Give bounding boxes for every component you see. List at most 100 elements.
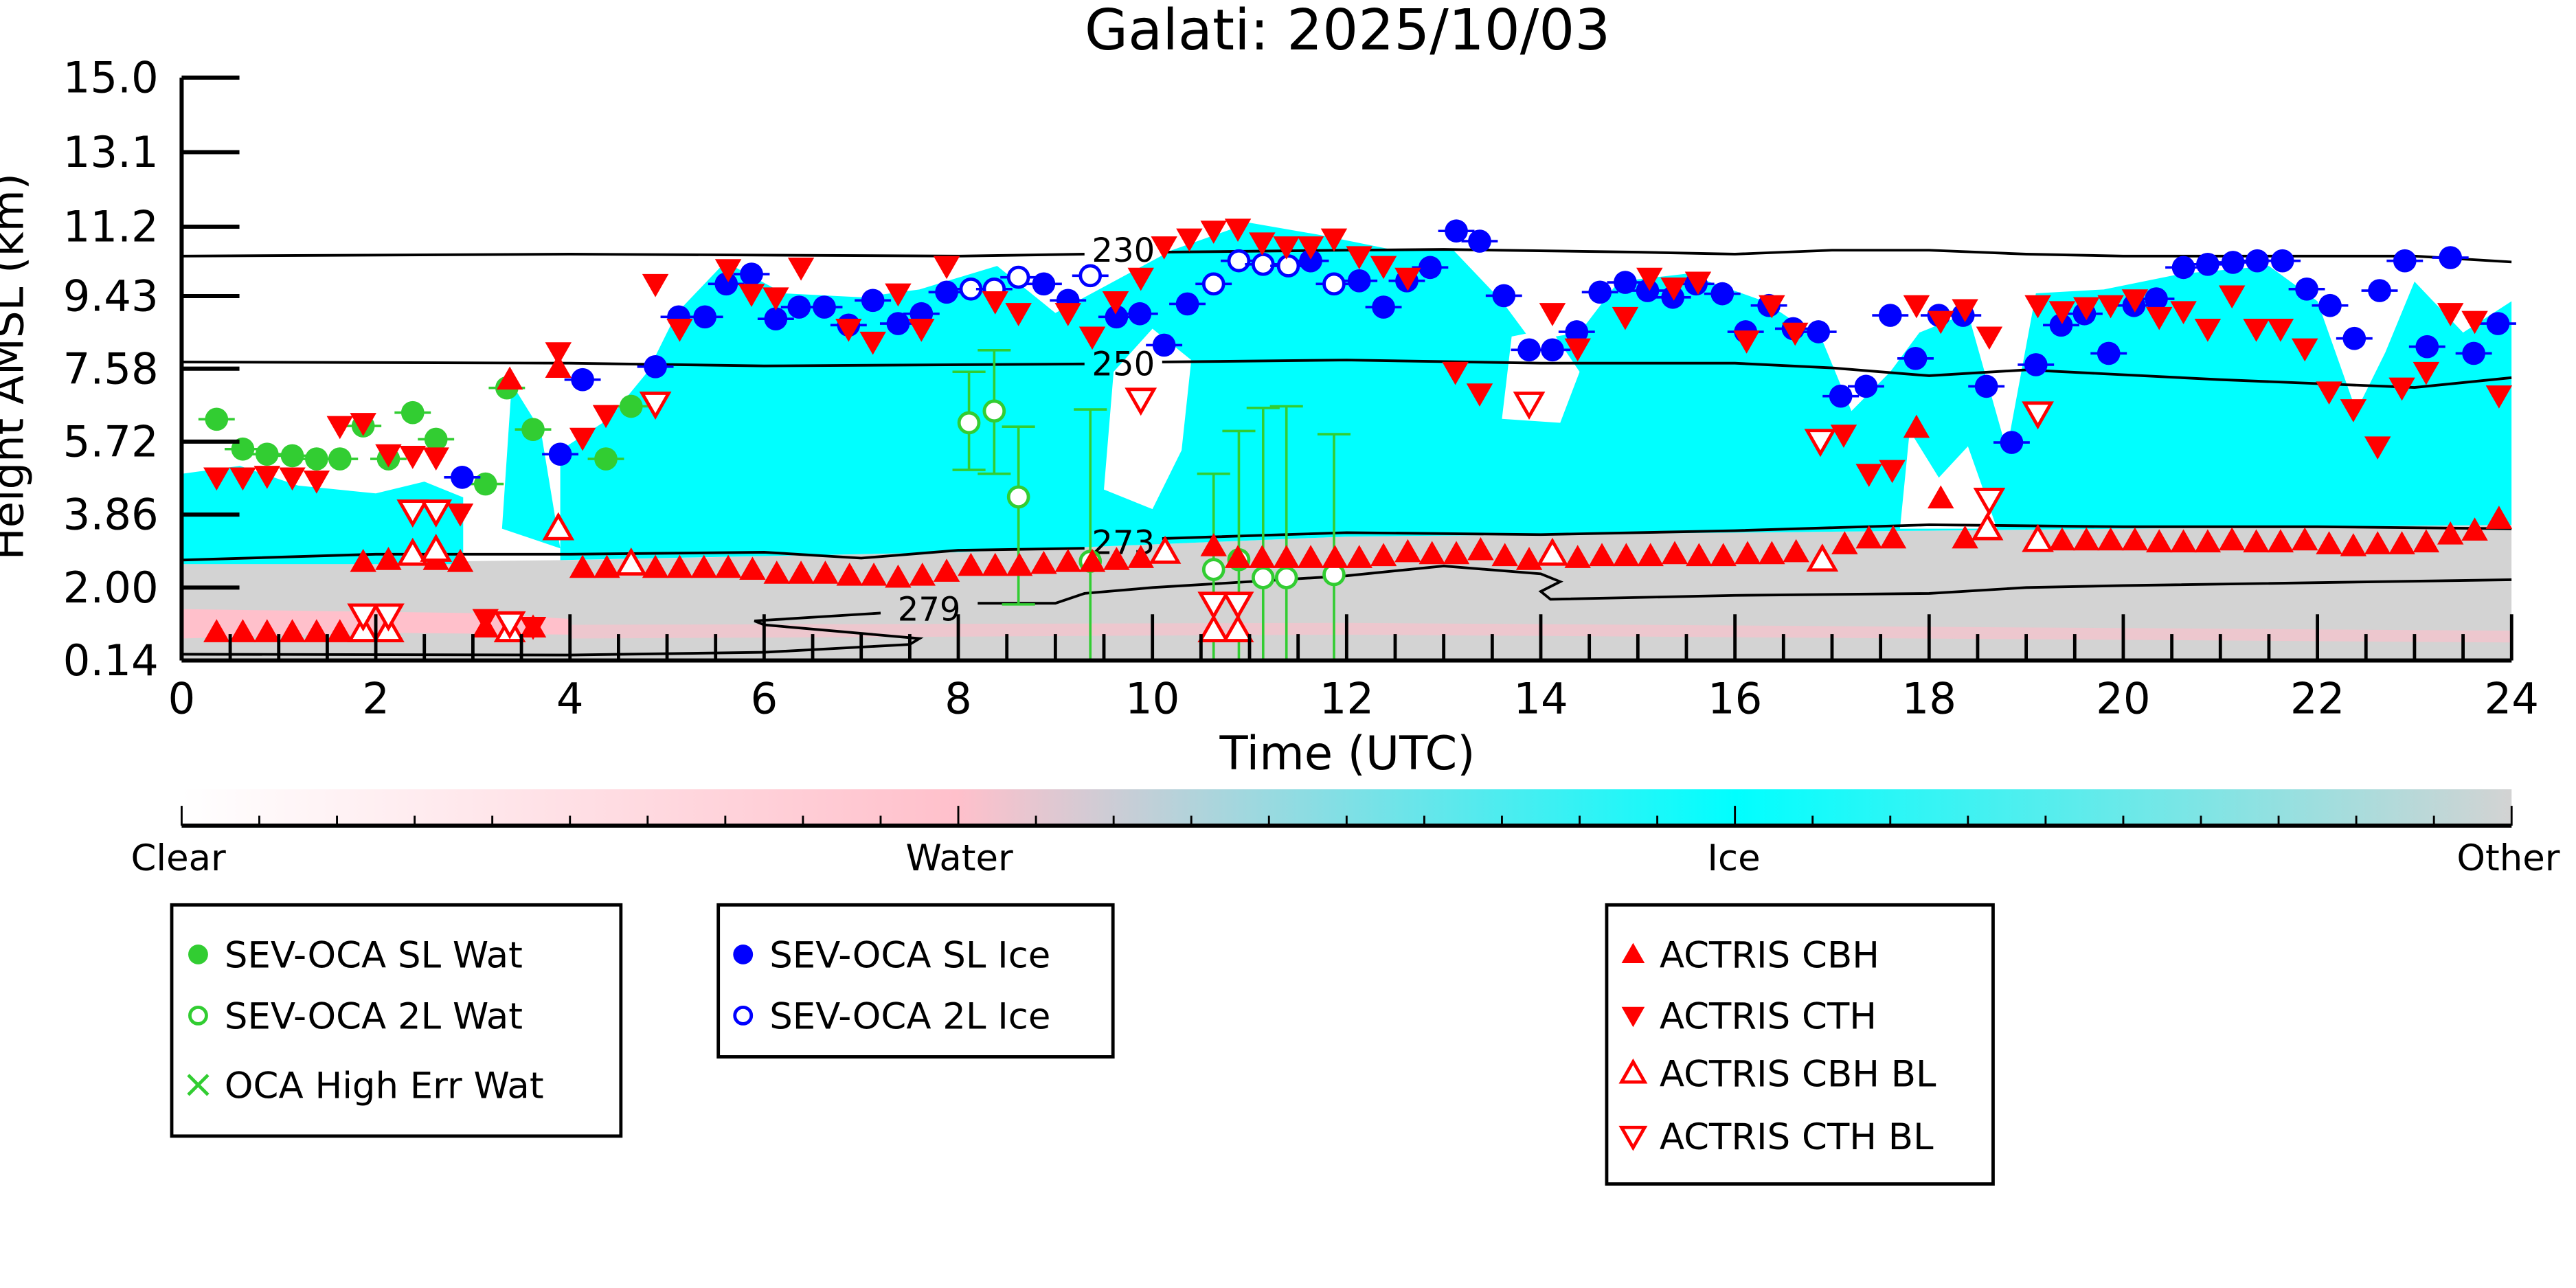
x-tick-label: 4 — [556, 673, 584, 723]
data-point — [1684, 271, 1712, 295]
y-tick-label: 9.43 — [63, 271, 159, 321]
series-actris-cth — [203, 218, 2513, 640]
data-point — [594, 447, 618, 471]
data-point — [957, 411, 981, 435]
data-point — [2295, 277, 2318, 301]
data-point — [1032, 272, 1056, 296]
data-point — [280, 444, 304, 468]
data-point — [1394, 267, 1421, 291]
data-point — [279, 467, 306, 491]
data-point — [1759, 295, 1785, 319]
data-point — [1878, 304, 1902, 327]
data-point — [1370, 543, 1397, 567]
data-point — [836, 562, 863, 586]
legend-label: OCA High Err Wat — [225, 1065, 544, 1107]
data-point — [1661, 541, 1688, 565]
data-point — [2270, 249, 2294, 273]
legend-label: SEV-OCA SL Wat — [225, 935, 523, 977]
data-point — [2246, 249, 2269, 273]
legend-marker-icon — [1621, 1006, 1645, 1028]
data-point — [2073, 527, 2100, 551]
legend-marker-icon — [1621, 942, 1645, 964]
data-point — [396, 499, 429, 528]
data-point — [2121, 527, 2149, 551]
data-point — [1419, 541, 1445, 565]
data-point — [1733, 330, 1760, 354]
data-point — [303, 619, 330, 642]
data-point — [2170, 529, 2197, 553]
data-point — [2022, 523, 2054, 552]
data-point — [1614, 271, 1637, 294]
data-point — [2486, 312, 2510, 335]
x-stroke — [187, 1074, 210, 1096]
x-axis-label: Time (UTC) — [1219, 727, 1476, 780]
data-point — [787, 561, 815, 584]
data-point — [1006, 265, 1030, 289]
data-point — [350, 413, 376, 436]
data-point — [375, 547, 402, 570]
data-point — [2485, 385, 2513, 409]
data-point — [2024, 353, 2048, 376]
data-point — [982, 552, 1008, 576]
data-point — [326, 619, 354, 642]
data-point — [2219, 285, 2246, 309]
data-point — [1636, 267, 1663, 291]
data-point — [447, 503, 474, 527]
data-point — [1759, 541, 1785, 565]
data-point — [519, 617, 547, 640]
x-tick-label: 2 — [362, 673, 389, 723]
data-point — [1006, 552, 1033, 576]
legends: SEV-OCA SL Wat SEV-OCA 2L Wat OCA High Err… — [170, 903, 1995, 1186]
data-point — [1468, 229, 1491, 253]
legend-marker-icon — [733, 945, 754, 964]
legend-label: ACTRIS CBH — [1660, 935, 1879, 977]
data-point — [1854, 374, 1878, 398]
data-point — [205, 407, 229, 431]
data-point — [2097, 295, 2124, 319]
x-tick-label: 14 — [1513, 673, 1568, 723]
data-point — [860, 562, 888, 586]
x-tick-label: 8 — [945, 673, 972, 723]
data-point — [1224, 545, 1252, 568]
data-point — [738, 284, 765, 307]
data-point — [328, 447, 352, 471]
data-point — [1394, 539, 1421, 563]
data-point — [1249, 545, 1276, 568]
data-point — [1078, 548, 1106, 572]
data-point — [2439, 246, 2463, 269]
data-point — [1273, 236, 1300, 260]
data-point — [787, 295, 811, 319]
data-point — [2462, 341, 2485, 365]
data-point — [1517, 338, 1541, 362]
data-point — [1297, 236, 1324, 260]
data-point — [2291, 338, 2318, 362]
data-point — [1370, 256, 1397, 280]
data-point — [1783, 539, 1809, 563]
data-point — [1103, 547, 1130, 570]
data-point — [615, 547, 648, 576]
data-point — [2049, 313, 2073, 337]
mask-region-clear — [1104, 328, 1192, 510]
data-point — [2048, 301, 2076, 324]
legend-box-1: SEV-OCA SL Wat SEV-OCA 2L Wat OCA High Err… — [170, 903, 623, 1138]
data-point — [1782, 322, 1809, 346]
legend-marker-icon — [188, 945, 208, 964]
contour-label: 250 — [1092, 346, 1155, 384]
data-point — [203, 467, 230, 491]
data-point — [1830, 425, 1857, 448]
colorbar-label-water: Water — [905, 837, 1013, 879]
data-point — [1151, 236, 1177, 260]
data-point — [2194, 529, 2222, 553]
data-point — [764, 307, 788, 330]
data-point — [1127, 267, 1154, 291]
data-point — [545, 342, 572, 365]
data-point — [1539, 303, 1566, 326]
data-point — [545, 354, 572, 378]
data-point — [958, 552, 984, 576]
data-point — [1297, 545, 1324, 568]
data-point — [1903, 295, 1930, 319]
contour-line-230 — [181, 253, 1085, 258]
legend-label: SEV-OCA 2L Wat — [225, 996, 523, 1038]
colorbar-label-other: Other — [2456, 837, 2560, 879]
data-point — [886, 312, 910, 335]
